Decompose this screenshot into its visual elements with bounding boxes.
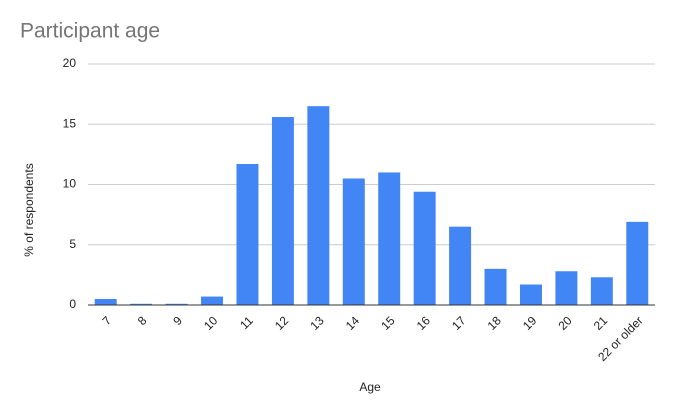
bar [94,298,117,305]
bar [378,172,401,305]
y-tick-label: 15 [63,116,77,130]
y-tick-label: 10 [63,177,77,191]
x-tick-label: 20 [555,313,575,333]
bar [201,296,224,305]
bar [165,303,188,305]
x-tick-label: 15 [378,313,398,333]
x-tick-label: 9 [170,313,185,328]
bar [307,106,330,305]
x-tick-label: 16 [414,313,434,333]
x-tick-label: 12 [272,313,292,333]
bar [519,284,542,305]
bar [271,117,294,306]
bar [555,271,578,305]
y-tick-label: 20 [63,56,77,70]
y-tick-label: 0 [69,297,76,311]
bar [342,178,365,305]
x-tick-label: 17 [449,313,469,333]
x-tick-label: 7 [99,313,114,328]
x-tick-label: 10 [201,313,221,333]
bar [590,277,613,305]
y-axis-label: % of respondents [22,163,36,256]
bar [130,303,153,305]
x-tick-label: 13 [307,313,327,333]
bar [413,191,436,305]
bar [449,226,472,305]
x-tick-label: 21 [591,313,611,333]
chart-title: Participant age [20,20,160,43]
x-tick-label: 14 [343,313,363,333]
x-axis-label: Age [359,380,381,394]
bar [484,268,507,305]
bar [236,164,259,305]
x-tick-label: 18 [485,313,505,333]
x-tick-label: 19 [520,313,540,333]
bar [626,221,649,305]
x-tick-label: 8 [135,313,150,328]
y-tick-label: 5 [69,237,76,251]
x-tick-label: 11 [237,313,256,332]
